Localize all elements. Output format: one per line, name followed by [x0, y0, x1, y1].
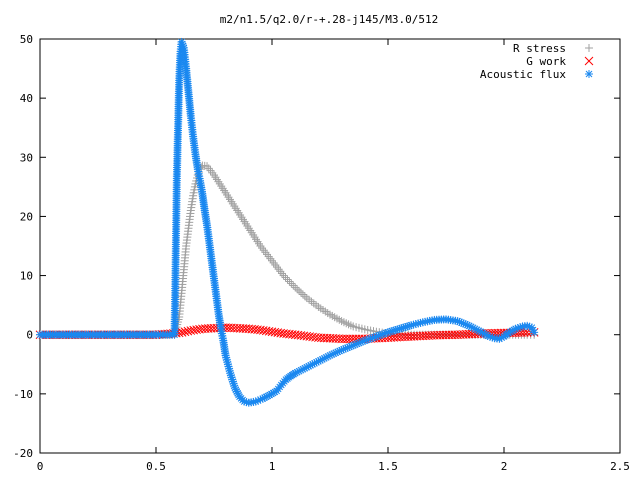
x-tick-label: 0.5: [146, 460, 166, 473]
data-point: [285, 277, 294, 286]
data-point: [266, 254, 275, 263]
data-point: [300, 292, 309, 301]
series-2: [36, 37, 539, 407]
x-tick-label: 2.5: [610, 460, 630, 473]
chart-title: m2/n1.5/q2.0/r-+.28-j145/M3.0/512: [220, 13, 439, 26]
data-point: [180, 327, 190, 337]
series-0: [36, 161, 539, 339]
y-tick-label: 20: [20, 210, 33, 223]
series-layer: [35, 37, 539, 407]
data-point: [206, 166, 215, 175]
data-point: [283, 275, 292, 284]
y-tick-label: -20: [13, 447, 33, 460]
legend-label: R stress: [513, 42, 566, 55]
data-point: [530, 328, 539, 337]
x-tick-label: 1: [269, 460, 276, 473]
data-point: [295, 286, 304, 295]
data-point: [256, 242, 265, 250]
y-axis: -20 -10 0 10 20 30 40 50: [13, 33, 620, 460]
data-point: [271, 261, 280, 270]
x-tick-label: 1.5: [378, 460, 398, 473]
data-point: [277, 269, 286, 278]
y-tick-label: -10: [13, 388, 33, 401]
data-point: [298, 290, 307, 299]
data-point: [291, 283, 300, 292]
data-point: [269, 258, 278, 267]
data-point: [268, 256, 276, 265]
y-tick-label: 40: [20, 92, 33, 105]
y-tick-label: 50: [20, 33, 33, 46]
x-tick-label: 2: [501, 460, 508, 473]
data-point: [258, 244, 267, 253]
data-point: [259, 246, 268, 255]
plot-frame: [39, 38, 621, 454]
data-point: [272, 263, 281, 272]
x-axis: 0 0.5 1 1.5 2 2.5: [37, 39, 630, 473]
data-point: [281, 273, 290, 282]
y-tick-label: 0: [26, 329, 33, 342]
legend-marker: [584, 56, 594, 66]
legend-marker: [585, 44, 593, 52]
data-point: [287, 279, 296, 288]
data-point: [261, 248, 270, 257]
y-tick-label: 10: [20, 270, 33, 283]
data-point: [264, 252, 273, 261]
y-tick-label: 30: [20, 151, 33, 164]
x-tick-label: 0: [37, 460, 44, 473]
data-point: [297, 288, 305, 297]
legend-label: Acoustic flux: [480, 68, 566, 81]
data-point: [279, 271, 288, 280]
legend-label: G work: [526, 55, 566, 68]
data-point: [263, 250, 272, 259]
data-point: [293, 285, 302, 294]
data-point: [274, 265, 283, 274]
data-point: [289, 281, 298, 290]
data-point: [177, 327, 187, 337]
data-point: [276, 267, 285, 276]
legend-marker: [585, 70, 593, 78]
